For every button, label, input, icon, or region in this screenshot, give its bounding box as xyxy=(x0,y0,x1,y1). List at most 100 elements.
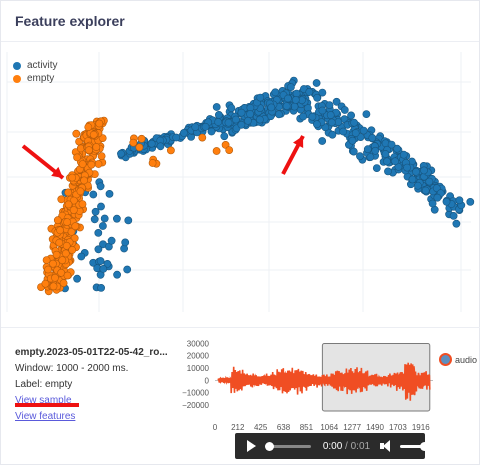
scatter-point-activity[interactable] xyxy=(73,274,81,283)
scatter-point-empty[interactable] xyxy=(64,188,73,197)
scatter-point-activity[interactable] xyxy=(328,130,337,139)
scatter-point-activity[interactable] xyxy=(313,93,321,102)
scatter-point-activity[interactable] xyxy=(172,133,181,142)
scatter-point-activity[interactable] xyxy=(351,129,360,137)
scatter-point-empty[interactable] xyxy=(49,282,58,291)
scatter-point-empty[interactable] xyxy=(80,176,88,185)
scatter-point-empty[interactable] xyxy=(58,256,67,265)
scatter-point-empty[interactable] xyxy=(98,134,107,142)
scatter-point-empty[interactable] xyxy=(78,200,87,208)
scatter-point-activity[interactable] xyxy=(387,140,396,149)
scatter-point-activity[interactable] xyxy=(372,164,381,172)
scatter-point-activity[interactable] xyxy=(325,101,334,109)
legend-item-empty[interactable]: empty xyxy=(13,72,58,85)
scatter-point-empty[interactable] xyxy=(135,143,144,152)
audio-waveform-chart[interactable]: 30000 20000 10000 0 −10000 −20000 0 212 425 638 85… xyxy=(171,333,439,433)
scatter-point-activity[interactable] xyxy=(340,106,349,114)
scatter-point-activity[interactable] xyxy=(383,157,391,166)
scatter-point-activity[interactable] xyxy=(96,182,105,191)
scatter-point-empty[interactable] xyxy=(198,133,207,142)
scatter-point-activity[interactable] xyxy=(347,111,355,120)
scatter-point-activity[interactable] xyxy=(207,127,216,136)
scatter-point-empty[interactable] xyxy=(212,147,221,155)
scatter-point-empty[interactable] xyxy=(68,173,77,182)
scatter-point-activity[interactable] xyxy=(94,228,103,237)
scatter-point-activity[interactable] xyxy=(121,238,130,247)
scatter-point-activity[interactable] xyxy=(286,83,295,91)
scatter-point-activity[interactable] xyxy=(334,118,343,126)
scatter-point-activity[interactable] xyxy=(349,147,358,156)
feature-scatter-plot[interactable] xyxy=(1,42,479,327)
scatter-point-activity[interactable] xyxy=(237,108,246,117)
scatter-point-empty[interactable] xyxy=(69,196,78,205)
scatter-point-empty[interactable] xyxy=(64,200,73,209)
scatter-point-activity[interactable] xyxy=(305,88,314,96)
scatter-point-activity[interactable] xyxy=(271,88,280,97)
scatter-point-activity[interactable] xyxy=(393,144,401,153)
scatter-point-empty[interactable] xyxy=(55,238,64,247)
scatter-point-activity[interactable] xyxy=(123,265,132,274)
waveform-legend[interactable]: audio xyxy=(439,353,477,366)
scatter-point-empty[interactable] xyxy=(76,187,85,196)
scatter-point-activity[interactable] xyxy=(327,118,336,127)
scatter-point-activity[interactable] xyxy=(384,167,392,176)
scatter-point-activity[interactable] xyxy=(96,257,105,265)
volume-icon[interactable] xyxy=(380,440,394,452)
scatter-point-activity[interactable] xyxy=(381,150,390,158)
scatter-point-empty[interactable] xyxy=(70,234,79,243)
scatter-point-activity[interactable] xyxy=(326,111,335,119)
scatter-point-activity[interactable] xyxy=(191,123,200,131)
scatter-point-empty[interactable] xyxy=(89,130,98,139)
scatter-point-activity[interactable] xyxy=(318,137,327,145)
scatter-point-activity[interactable] xyxy=(201,122,210,131)
play-icon[interactable] xyxy=(247,440,256,452)
legend-item-activity[interactable]: activity xyxy=(13,59,58,72)
scatter-point-activity[interactable] xyxy=(312,79,321,87)
scatter-point-activity[interactable] xyxy=(224,118,233,127)
scatter-point-activity[interactable] xyxy=(89,190,98,199)
scatter-point-empty[interactable] xyxy=(92,143,101,151)
scatter-point-activity[interactable] xyxy=(156,142,165,151)
scatter-point-empty[interactable] xyxy=(49,259,57,268)
scatter-point-activity[interactable] xyxy=(212,103,221,111)
scatter-point-activity[interactable] xyxy=(368,134,377,142)
volume-knob[interactable] xyxy=(420,441,430,451)
scatter-point-empty[interactable] xyxy=(95,119,104,128)
scatter-point-activity[interactable] xyxy=(318,88,327,97)
scatter-point-activity[interactable] xyxy=(282,102,291,110)
scatter-point-activity[interactable] xyxy=(147,139,156,148)
scatter-point-activity[interactable] xyxy=(403,163,411,172)
scatter-point-empty[interactable] xyxy=(129,138,138,147)
scatter-point-activity[interactable] xyxy=(284,94,292,103)
scatter-point-activity[interactable] xyxy=(308,112,317,121)
scatter-point-activity[interactable] xyxy=(94,245,103,254)
scatter-point-activity[interactable] xyxy=(91,207,100,216)
scatter-point-activity[interactable] xyxy=(124,216,133,225)
scatter-point-activity[interactable] xyxy=(274,110,283,119)
scatter-point-empty[interactable] xyxy=(41,279,50,288)
scatter-point-activity[interactable] xyxy=(362,110,371,118)
scatter-point-activity[interactable] xyxy=(246,110,254,118)
scatter-point-activity[interactable] xyxy=(391,157,399,166)
scatter-point-empty[interactable] xyxy=(148,159,157,167)
scatter-point-empty[interactable] xyxy=(59,279,68,287)
scatter-point-empty[interactable] xyxy=(97,152,106,160)
scatter-point-activity[interactable] xyxy=(339,127,348,136)
scatter-point-activity[interactable] xyxy=(244,116,252,125)
scatter-point-activity[interactable] xyxy=(348,136,357,145)
scatter-point-activity[interactable] xyxy=(97,283,105,292)
scatter-point-activity[interactable] xyxy=(100,214,109,223)
scatter-point-empty[interactable] xyxy=(94,160,103,168)
scatter-point-activity[interactable] xyxy=(99,222,107,230)
scatter-point-activity[interactable] xyxy=(452,219,461,228)
scatter-point-activity[interactable] xyxy=(117,149,125,158)
scatter-point-activity[interactable] xyxy=(214,118,223,126)
volume-slider[interactable] xyxy=(399,441,430,451)
scatter-point-empty[interactable] xyxy=(68,246,77,254)
scatter-point-activity[interactable] xyxy=(113,270,121,279)
view-sample-link[interactable]: View sample xyxy=(15,395,72,406)
scatter-point-empty[interactable] xyxy=(166,146,175,155)
scatter-point-activity[interactable] xyxy=(220,132,229,141)
scatter-point-activity[interactable] xyxy=(113,214,121,223)
seek-knob[interactable] xyxy=(265,441,274,451)
